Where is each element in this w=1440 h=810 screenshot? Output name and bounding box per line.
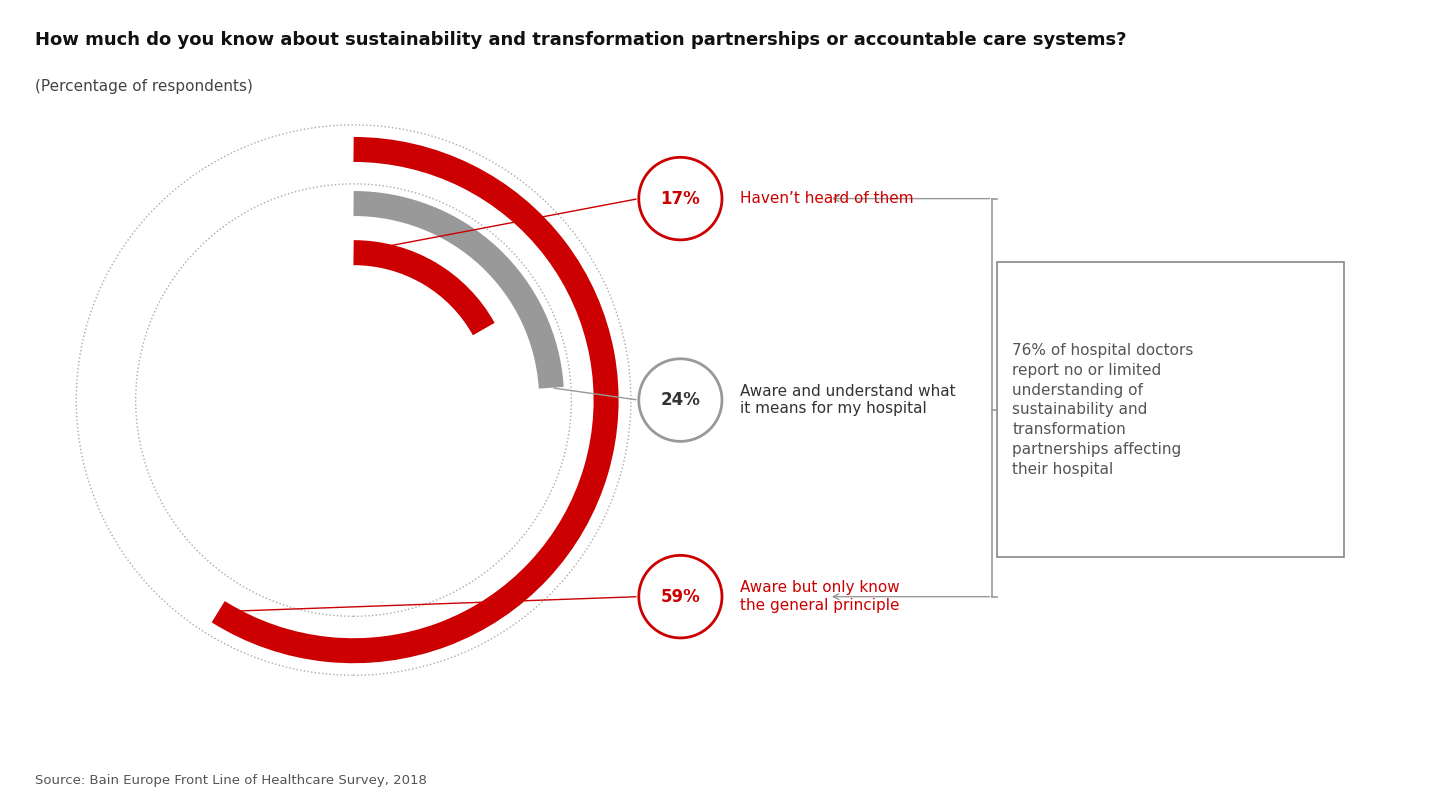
Text: Source: Bain Europe Front Line of Healthcare Survey, 2018: Source: Bain Europe Front Line of Health…	[36, 774, 428, 787]
Text: How much do you know about sustainability and transformation partnerships or acc: How much do you know about sustainabilit…	[36, 31, 1128, 49]
FancyBboxPatch shape	[998, 262, 1344, 557]
Text: Haven’t heard of them: Haven’t heard of them	[740, 191, 913, 206]
Text: 59%: 59%	[661, 588, 700, 606]
Text: 24%: 24%	[661, 391, 700, 409]
Text: 17%: 17%	[661, 190, 700, 207]
Circle shape	[639, 359, 721, 441]
Text: Aware but only know
the general principle: Aware but only know the general principl…	[740, 581, 900, 613]
Text: Aware and understand what
it means for my hospital: Aware and understand what it means for m…	[740, 384, 955, 416]
Circle shape	[639, 556, 721, 638]
Text: 76% of hospital doctors
report no or limited
understanding of
sustainability and: 76% of hospital doctors report no or lim…	[1012, 343, 1194, 477]
Circle shape	[639, 157, 721, 240]
Text: (Percentage of respondents): (Percentage of respondents)	[36, 79, 253, 94]
